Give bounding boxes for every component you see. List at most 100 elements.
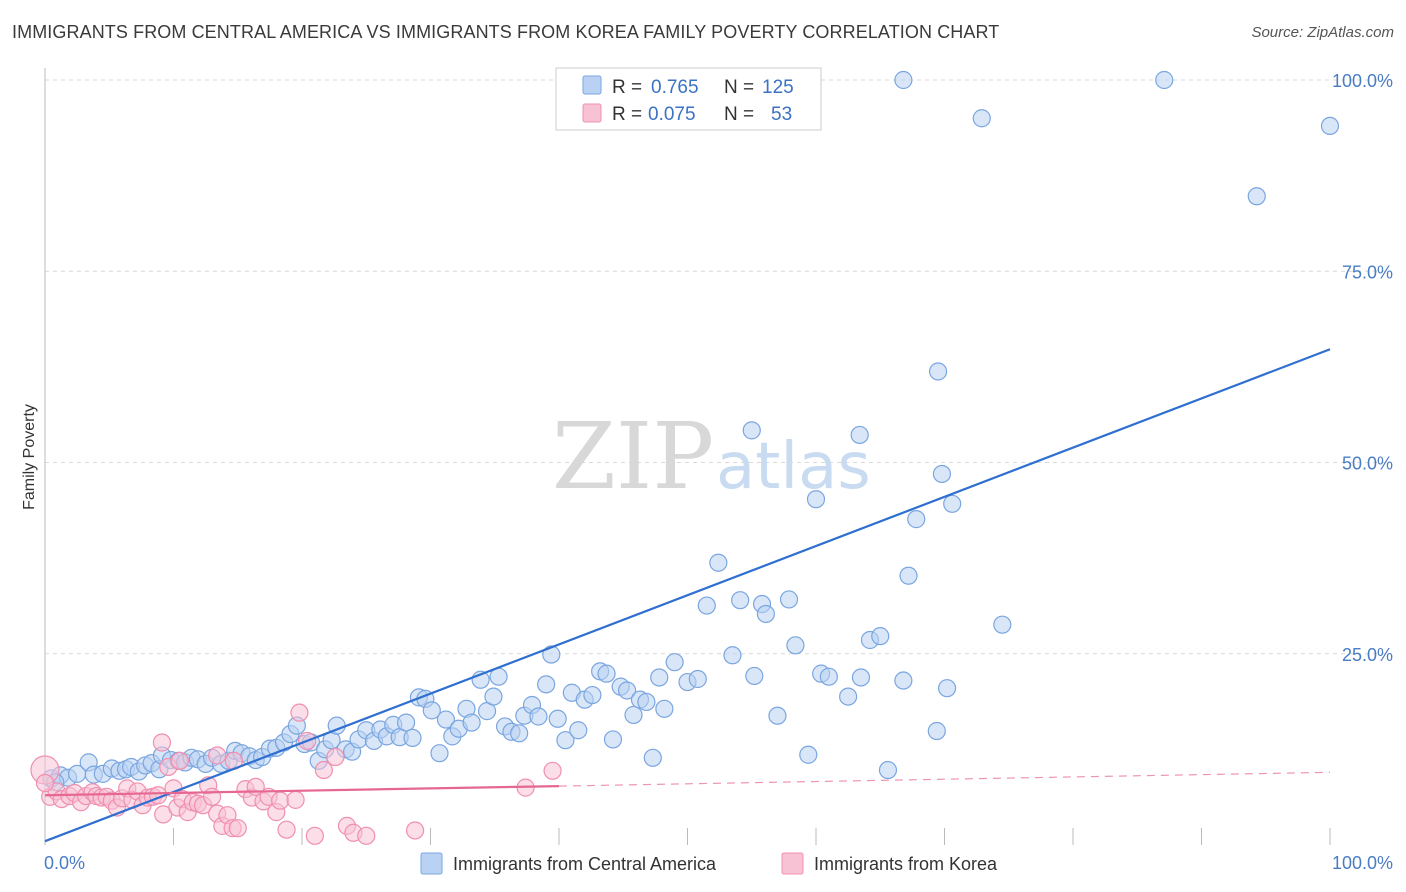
korea-point (35, 773, 55, 793)
korea-point (271, 791, 290, 810)
watermark-zip: ZIP (552, 403, 714, 510)
central-america-point (603, 730, 623, 749)
central-america-point (1247, 187, 1266, 206)
central-america-point (878, 760, 898, 780)
central-america-point (542, 645, 561, 664)
y-tick-label: 100.0% (1332, 71, 1393, 91)
central-america-point (993, 615, 1012, 634)
central-america-point (548, 709, 567, 728)
grid-lines (45, 79, 1390, 655)
legend-swatch-blue (582, 75, 602, 95)
legend-n-label-1: N = (724, 77, 754, 98)
central-america-point (583, 685, 602, 705)
central-america-point (430, 744, 449, 763)
central-america-point (1320, 116, 1340, 136)
central-america-point (819, 667, 838, 686)
central-america-point (745, 666, 764, 686)
central-america-point (688, 669, 707, 689)
central-america-trend-line (44, 348, 1331, 843)
legend-swatch-pink (582, 103, 602, 123)
korea-point (170, 751, 190, 770)
central-america-point (618, 681, 637, 700)
legend-n-value-1: 125 (762, 77, 794, 98)
legend-n-value-2: 53 (771, 104, 792, 125)
korea-trend-line-solid (44, 784, 560, 797)
source-label: Source: ZipAtlas.com (1251, 24, 1394, 41)
central-america-point (899, 566, 918, 585)
central-america-point (537, 675, 556, 694)
korea-point (202, 787, 222, 806)
central-america-point (403, 728, 422, 748)
central-america-point (779, 590, 799, 609)
central-america-point (851, 668, 871, 687)
central-america-point (643, 748, 662, 767)
central-america-point (697, 596, 716, 615)
korea-point (543, 761, 562, 780)
central-america-point (943, 494, 962, 513)
korea-point (314, 760, 333, 780)
korea-point (290, 703, 309, 722)
central-america-point (1155, 70, 1174, 90)
central-america-point (756, 604, 775, 624)
korea-point (286, 790, 305, 809)
axes: 25.0% 50.0% 75.0% 100.0% 0.0% 100.0% (44, 68, 1393, 873)
bottom-legend-label-korea: Immigrants from Korea (814, 854, 998, 874)
watermark-atlas: atlas (716, 430, 871, 504)
central-america-point (742, 421, 761, 440)
central-america-point (709, 553, 728, 572)
central-america-point (422, 701, 441, 720)
legend-r-label-1: R = (612, 77, 642, 98)
central-america-point (927, 721, 946, 741)
korea-trend-line-dashed (558, 771, 1331, 787)
central-america-point (597, 664, 616, 683)
korea-point (305, 826, 324, 845)
central-america-point (556, 731, 575, 750)
korea-point (277, 820, 296, 839)
legend-r-value-2: 0.075 (648, 104, 696, 125)
korea-point (405, 821, 425, 840)
central-america-point (731, 591, 750, 610)
central-america-point (665, 653, 684, 672)
central-america-point (799, 745, 818, 764)
central-america-point (396, 713, 416, 732)
trend-lines (44, 348, 1331, 843)
legend-n-label-2: N = (724, 104, 754, 125)
central-america-point (637, 692, 656, 712)
central-america-point (650, 668, 669, 687)
bottom-legend-swatch-blue (420, 852, 443, 875)
central-america-point (510, 724, 529, 743)
central-america-point (894, 70, 913, 90)
bottom-legend: Immigrants from Central America Immigran… (420, 852, 998, 875)
data-points (30, 70, 1340, 845)
central-america-point (569, 721, 588, 740)
y-tick-label: 25.0% (1342, 645, 1393, 665)
central-america-point (894, 671, 913, 690)
central-america-point (723, 646, 742, 665)
legend-r-value-1: 0.765 (651, 77, 699, 98)
central-america-point (850, 425, 869, 445)
y-tick-label: 75.0% (1342, 262, 1393, 282)
x-tick-label-min: 0.0% (44, 853, 85, 873)
central-america-point (768, 706, 787, 725)
central-america-point (871, 627, 890, 646)
central-america-point (655, 699, 674, 718)
x-tick-label-max: 100.0% (1332, 853, 1393, 873)
watermark: ZIP atlas (552, 403, 871, 510)
legend: R = 0.765 N = 125 R = 0.075 N = 53 (555, 67, 822, 131)
central-america-point (624, 705, 643, 725)
central-america-point (484, 687, 503, 706)
central-america-point (937, 679, 957, 698)
korea-point (152, 733, 172, 752)
central-america-point (462, 713, 481, 732)
korea-point (228, 819, 247, 838)
chart-title: IMMIGRANTS FROM CENTRAL AMERICA VS IMMIG… (12, 22, 1000, 42)
central-america-point (932, 464, 952, 484)
y-tick-label: 50.0% (1342, 454, 1393, 474)
central-america-point (907, 510, 926, 529)
bottom-legend-swatch-pink (781, 852, 804, 875)
korea-point (208, 746, 227, 765)
legend-r-label-2: R = (612, 104, 642, 125)
y-axis-label: Family Poverty (21, 404, 38, 510)
central-america-point (806, 490, 826, 509)
